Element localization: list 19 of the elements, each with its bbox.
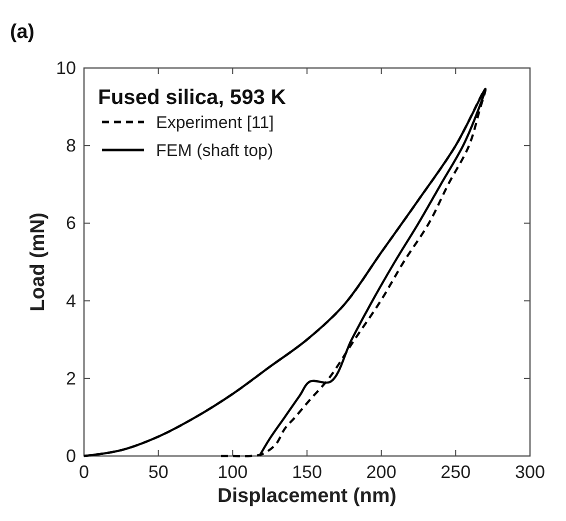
text: (a) xyxy=(10,21,34,43)
legend-label: FEM (shaft top) xyxy=(156,141,274,160)
x-tick-label: 150 xyxy=(292,462,322,482)
x-axis-title: Displacement (nm) xyxy=(218,485,396,507)
x-tick-label: 100 xyxy=(218,462,248,482)
y-tick-label: 0 xyxy=(66,446,76,466)
y-tick-label: 6 xyxy=(66,213,76,234)
y-axis-title: Load (mN) xyxy=(27,212,49,312)
y-tick-label: 10 xyxy=(56,58,76,78)
x-tick-label: 0 xyxy=(78,462,90,482)
y-tick-label: 2 xyxy=(66,368,76,388)
y-tick-label: 8 xyxy=(66,136,76,156)
x-tick-label: 250 xyxy=(440,462,471,482)
text: Fused silica, 593 K xyxy=(98,86,286,109)
y-tick-label: 4 xyxy=(66,290,76,311)
legend-label: Experiment [11] xyxy=(156,113,274,132)
x-tick-label: 300 xyxy=(514,462,546,482)
x-tick-label: 200 xyxy=(366,462,396,482)
x-tick-label: 50 xyxy=(148,462,168,482)
